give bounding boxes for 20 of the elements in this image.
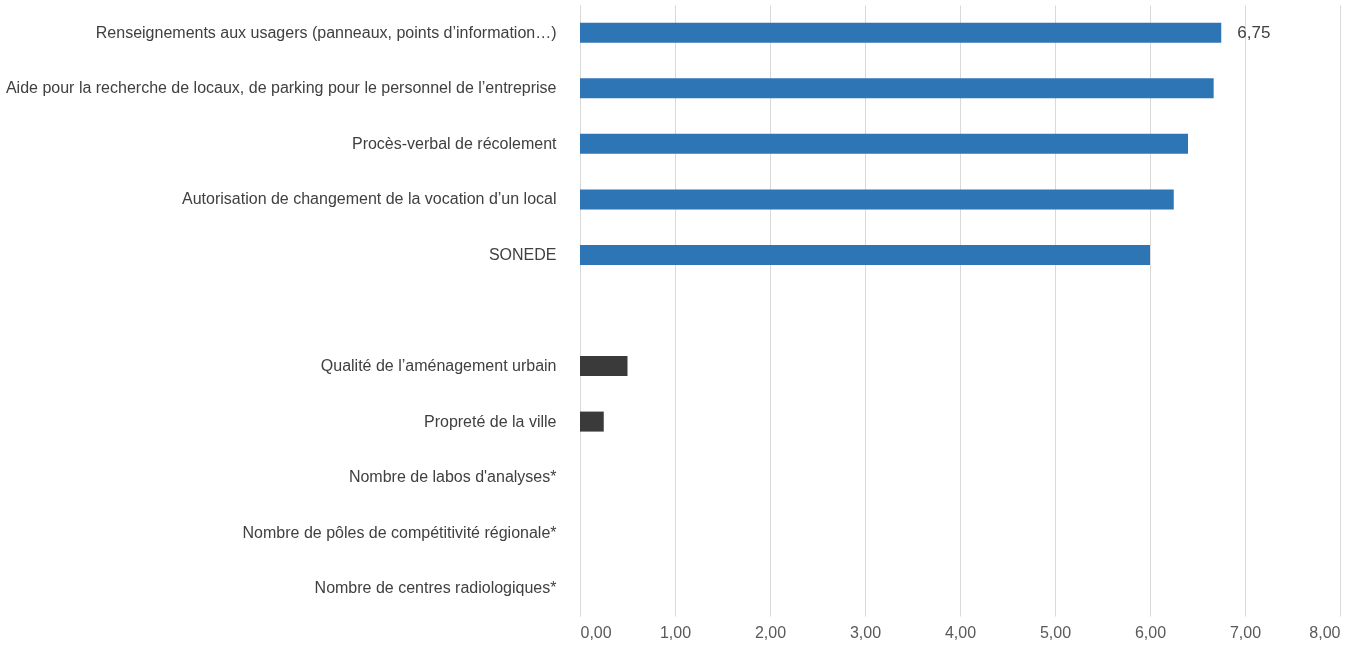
x-tick-label: 2,00: [754, 623, 787, 641]
x-tick-label: 7,00: [1229, 623, 1262, 641]
y-tick-label: SONEDE: [488, 245, 557, 263]
y-tick-label: Aide pour la recherche de locaux, de parking pour le personnel de l’entreprise: [5, 79, 557, 97]
x-tick-label: 6,00: [1134, 623, 1167, 641]
y-tick-label: Procès-verbal de récolement: [351, 134, 558, 152]
x-tick-label: 4,00: [944, 623, 977, 641]
y-tick-label: Propreté de la ville: [423, 412, 557, 430]
x-tick-label: 0,00: [580, 623, 612, 641]
data-label: 6,75: [1237, 22, 1271, 42]
y-tick-label: Qualité de l’aménagement urbain: [320, 357, 557, 375]
x-tick-label: 8,00: [1309, 623, 1341, 641]
y-tick-label: Renseignements aux usagers (panneaux, points d’information…): [95, 23, 557, 41]
y-tick-label: Nombre de labos d'analyses*: [348, 468, 557, 486]
x-tick-label: 5,00: [1039, 623, 1072, 641]
y-tick-label: Autorisation de changement de la vocation d’un local: [182, 190, 557, 208]
y-tick-label: Nombre de pôles de compétitivité régionale*: [242, 523, 557, 541]
y-tick-label: Nombre de centres radiologiques*: [314, 579, 557, 597]
x-tick-label: 1,00: [659, 623, 692, 641]
x-tick-label: 3,00: [849, 623, 882, 641]
